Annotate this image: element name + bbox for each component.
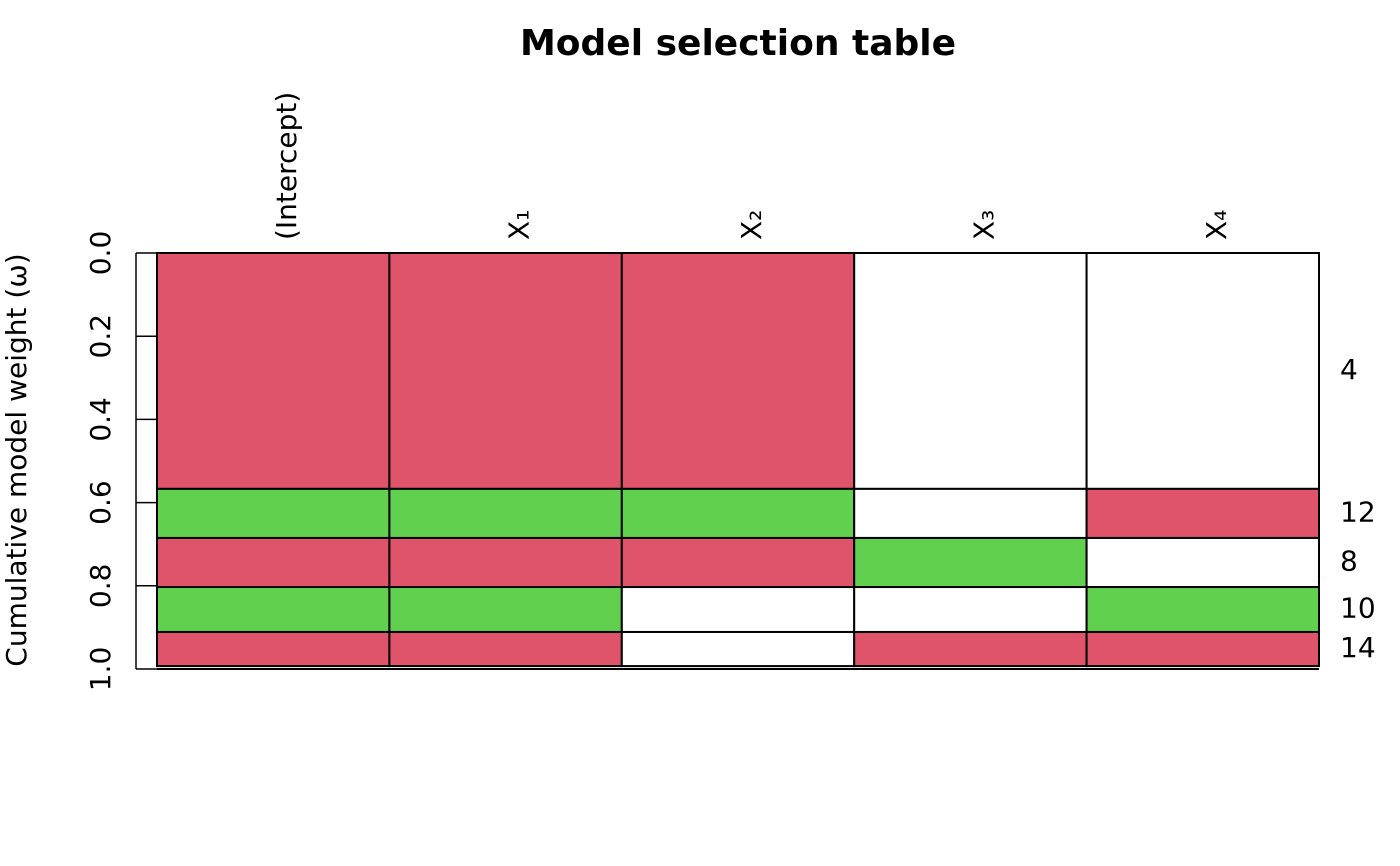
model-cell [1085, 536, 1320, 589]
column-label: X₄ [1200, 210, 1233, 240]
model-cell [853, 630, 1088, 668]
model-cell [156, 536, 391, 589]
model-label: 14 [1340, 631, 1376, 664]
model-cell [1085, 487, 1320, 539]
model-cell [620, 586, 856, 633]
model-cell [1085, 630, 1320, 668]
column-label: X₂ [735, 210, 768, 240]
column-label: X₃ [967, 210, 1000, 240]
model-label: 12 [1340, 495, 1376, 528]
model-cell [388, 586, 623, 633]
model-cell [620, 252, 856, 490]
y-tick-label: 0.4 [84, 397, 117, 442]
y-tick-label: 0.8 [84, 564, 117, 609]
model-cell [1085, 586, 1320, 633]
chart-title: Model selection table [520, 23, 956, 64]
y-tick-label: 0.0 [84, 231, 117, 276]
y-tick-label: 0.6 [84, 480, 117, 525]
y-tick-label: 1.0 [84, 647, 117, 692]
column-label: (Intercept) [270, 92, 303, 240]
model-label: 10 [1340, 592, 1376, 625]
model-cell [388, 252, 623, 490]
model-label: 4 [1340, 353, 1358, 386]
model-cell [388, 536, 623, 589]
model-cell [156, 487, 391, 539]
y-axis-label: Cumulative model weight (ω) [0, 253, 33, 666]
model-cell [853, 252, 1088, 490]
model-label: 8 [1340, 545, 1358, 578]
model-cell [388, 487, 623, 539]
model-cell [156, 252, 391, 490]
model-cell [853, 487, 1088, 539]
model-cell [620, 487, 856, 539]
model-cell [853, 586, 1088, 633]
model-cell [620, 630, 856, 668]
model-cell [388, 630, 623, 668]
model-cell [156, 586, 391, 633]
y-tick-label: 0.2 [84, 314, 117, 359]
model-cell [1085, 252, 1320, 490]
model-cell [853, 536, 1088, 589]
model-cell [620, 536, 856, 589]
model-cell [156, 630, 391, 668]
column-label: X₁ [503, 210, 536, 240]
